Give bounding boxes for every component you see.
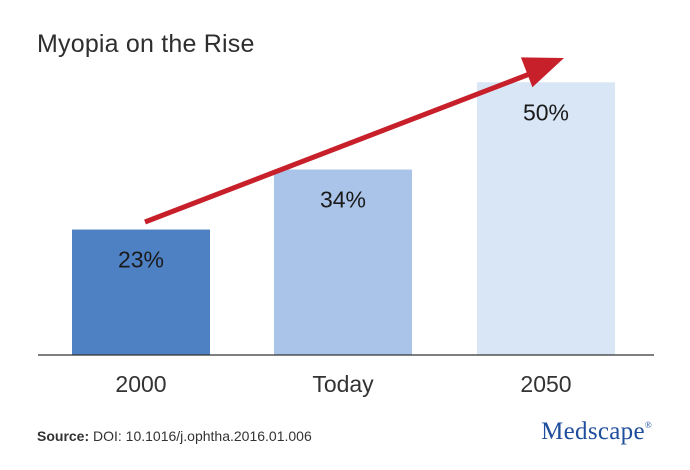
value-label-2000: 23% [118,247,164,273]
value-label-2050: 50% [523,99,569,125]
bar-2000 [72,229,210,355]
trend-arrow [144,57,564,225]
bar-2050 [477,82,615,355]
registered-mark: ® [644,420,652,430]
source-label: Source: [37,428,90,444]
x-tick-labels-group: 2000 Today 2050 [115,371,571,397]
source-citation: Source: DOI: 10.1016/j.ophtha.2016.01.00… [37,428,312,444]
trend-arrow-head [520,57,564,88]
trend-arrow-shaft [144,67,541,225]
bars-group: 23% 34% 50% [72,82,615,355]
bar-today [274,169,412,355]
x-tick-label-today: Today [312,371,374,397]
medscape-logo: Medscape® [541,418,652,446]
x-tick-label-2050: 2050 [520,371,571,397]
logo-text: Medscape [541,418,645,445]
x-tick-label-2000: 2000 [115,371,166,397]
chart-title: Myopia on the Rise [37,30,255,58]
source-doi: DOI: 10.1016/j.ophtha.2016.01.006 [89,428,312,444]
value-label-today: 34% [320,187,366,213]
